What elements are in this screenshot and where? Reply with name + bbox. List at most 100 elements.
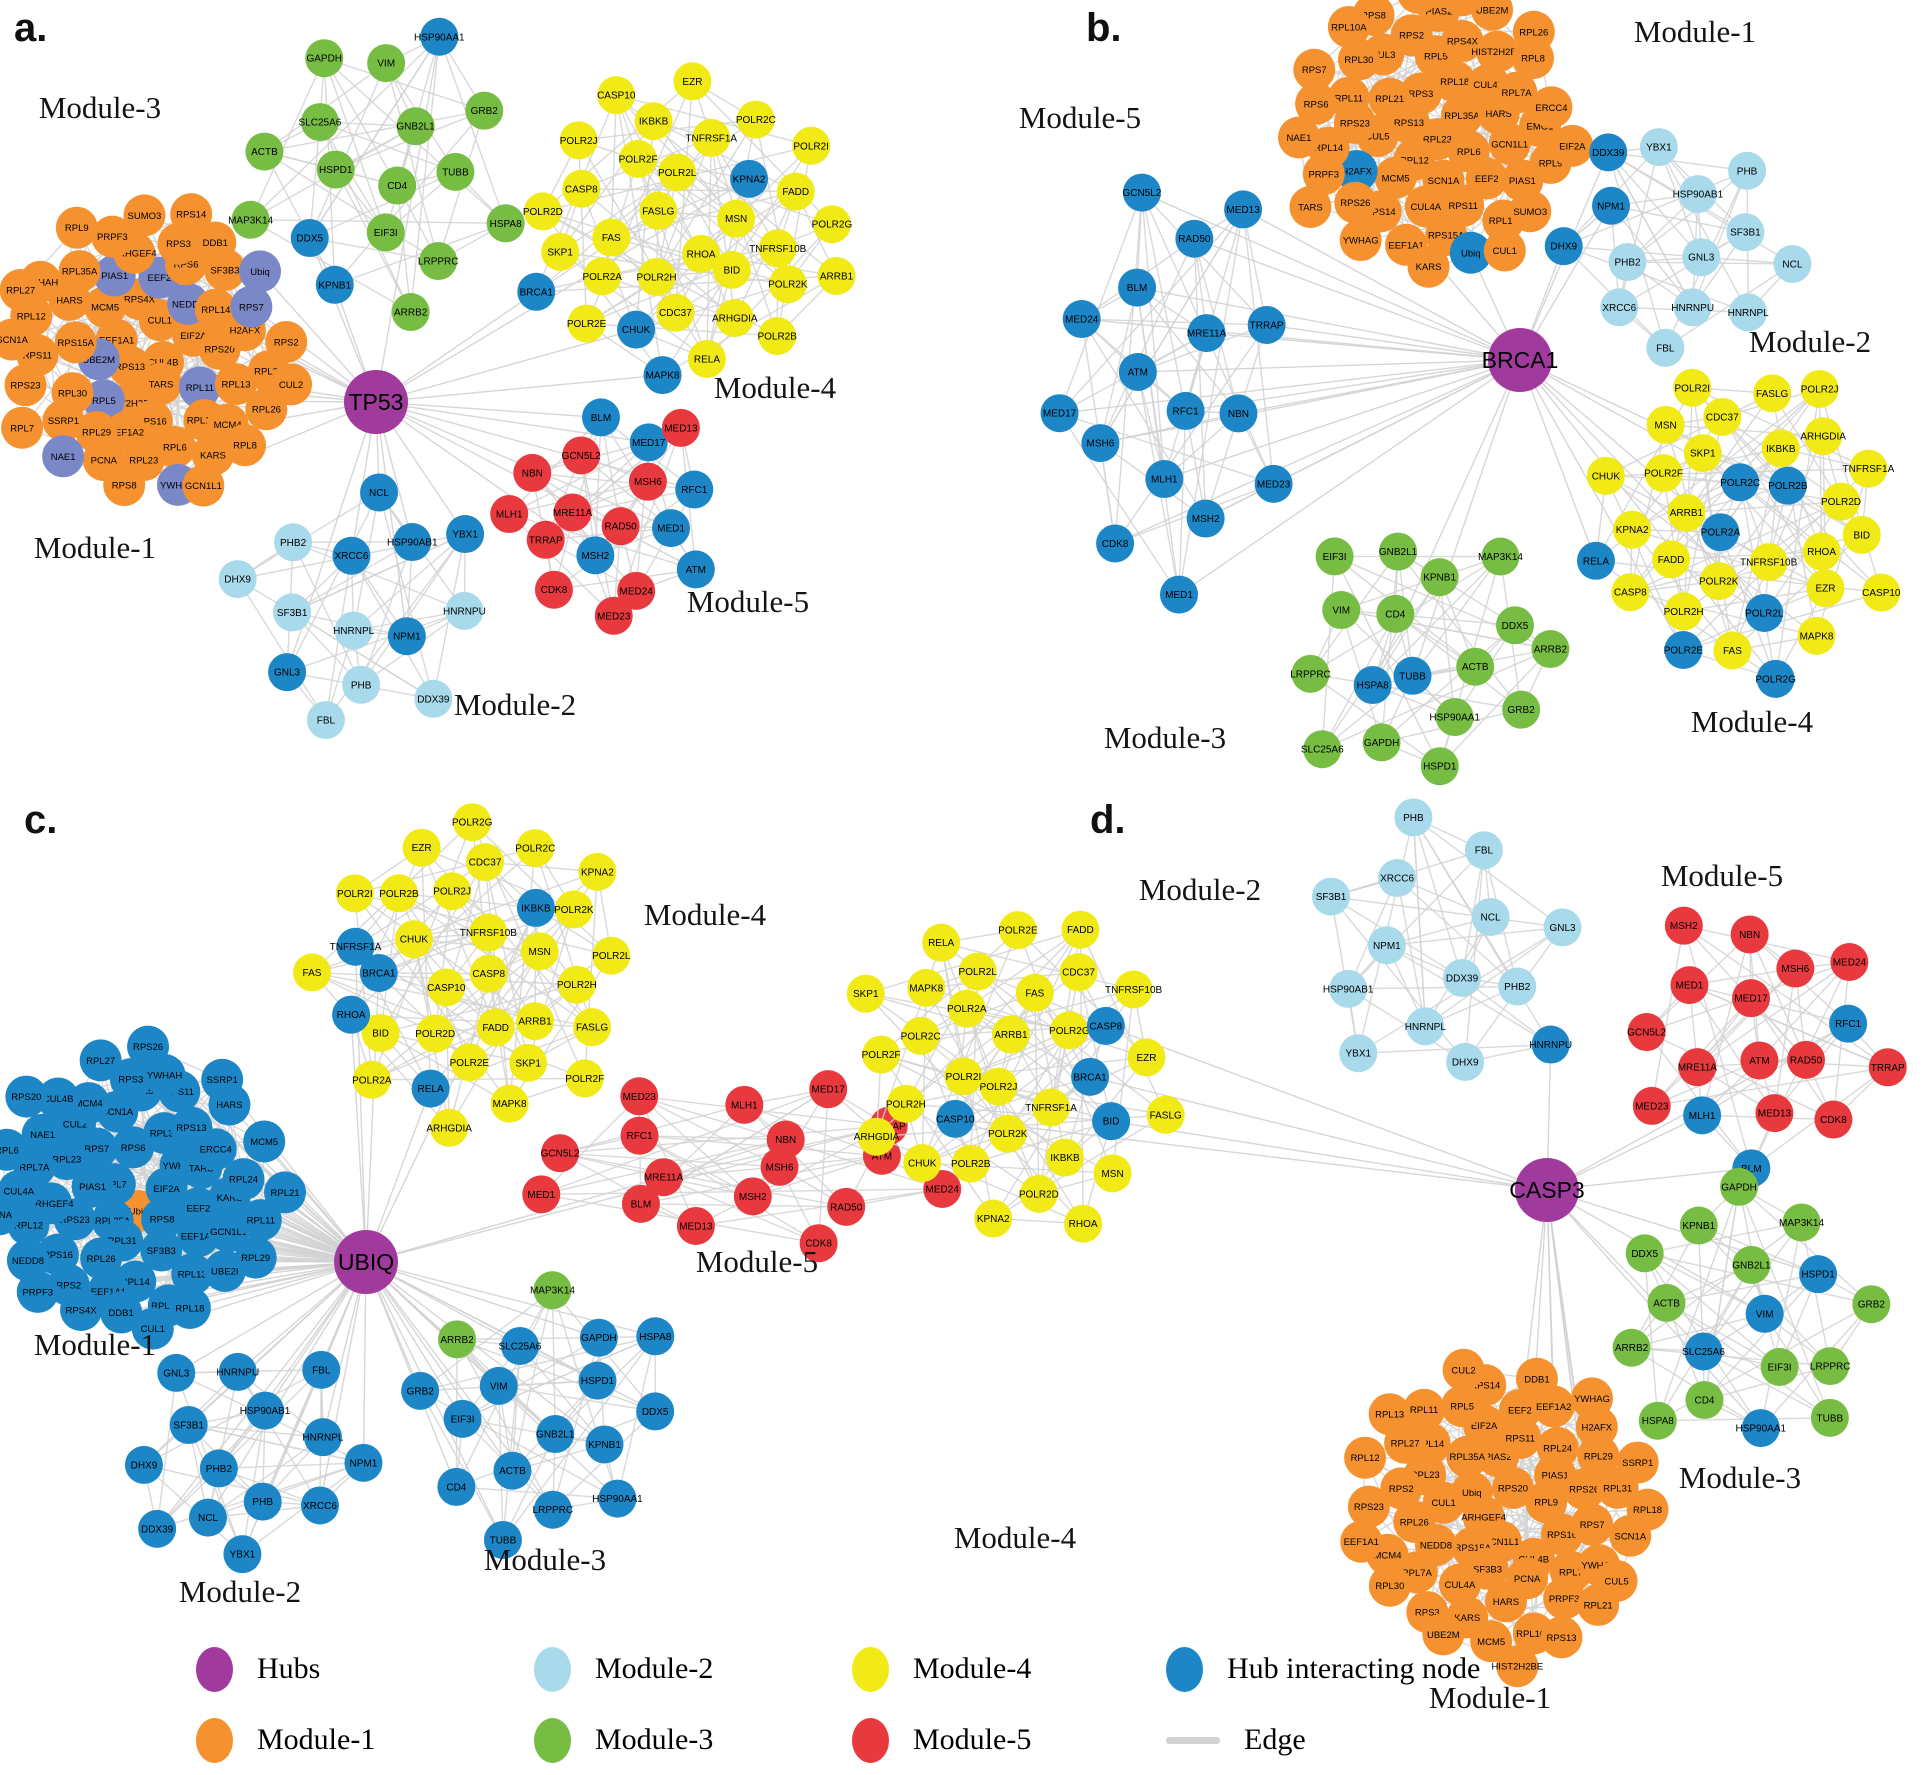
gene-node: [715, 299, 754, 338]
gene-node: [465, 843, 504, 882]
gene-label: POLR2D: [523, 207, 563, 218]
gene-label: EEF2: [186, 1204, 210, 1215]
gene-node: [768, 265, 807, 304]
gene-node: [1509, 190, 1552, 233]
hub-spoke: [218, 1261, 367, 1469]
gene-node: [1745, 593, 1784, 632]
gene-label: BLM: [1127, 283, 1148, 294]
gene-node: [194, 221, 237, 264]
gene-label: XRCC6: [334, 551, 368, 562]
gene-label: RPL29: [82, 428, 111, 439]
gene-node: [526, 520, 565, 559]
gene-label: CASP8: [565, 184, 598, 195]
gene-label: TNFRSF10B: [749, 244, 807, 255]
edge: [653, 120, 797, 193]
gene-label: PIAS2: [1485, 1452, 1512, 1463]
gene-label: RPS26: [1569, 1484, 1599, 1495]
gene-node: [273, 593, 312, 632]
gene-label: CUL4A: [1410, 202, 1441, 213]
gene-node: [1378, 859, 1417, 898]
gene-node: [1720, 1167, 1759, 1206]
gene-label: YWHAG: [1343, 236, 1379, 247]
gene-label: MED13: [664, 423, 698, 434]
gene-label: POLR2I: [793, 141, 829, 152]
gene-node: [245, 132, 284, 171]
edge: [1646, 1031, 1834, 1121]
labels-panel-b: Module-1 Module-2 Module-4 Module-5 Module-3…: [1019, 14, 1871, 755]
gene-label: SSRP1: [48, 416, 79, 427]
gene-label: RPL21: [1584, 1600, 1613, 1611]
edge: [1242, 209, 1268, 326]
gene-node: [1673, 288, 1712, 327]
hub-spoke: [362, 1261, 367, 1463]
gene-label: FASLG: [642, 206, 674, 217]
gene-label: IKBKB: [521, 903, 551, 914]
gene-node: [188, 1498, 227, 1537]
gene-node: [1683, 1096, 1722, 1135]
panel-letter-a: a.: [14, 6, 48, 50]
gene-node: [1726, 213, 1765, 252]
gene-label: CDC37: [1062, 968, 1095, 979]
edge: [639, 1134, 786, 1141]
gene-label: RPL8: [1521, 54, 1545, 65]
edge: [311, 931, 489, 974]
edge: [905, 1103, 1112, 1122]
gene-node: [316, 150, 355, 189]
gene-node: [157, 1353, 196, 1392]
edge: [1077, 972, 1112, 1122]
hub-spoke: [365, 1176, 664, 1263]
gene-label: ATM: [686, 565, 706, 576]
gene-node: [592, 936, 631, 975]
gene-label: MSH2: [581, 551, 609, 562]
gene-node: [1471, 0, 1514, 31]
gene-label: CUL5: [1365, 132, 1389, 143]
gene-label: MRE11A: [553, 508, 593, 519]
gene-node: [1394, 798, 1433, 837]
gene-label: EIF3I: [451, 1414, 475, 1425]
gene-label: BLM: [1741, 1164, 1762, 1175]
gene-node: [1713, 631, 1752, 670]
gene-label: EZR: [412, 843, 432, 854]
gene-label: EZR: [682, 77, 702, 88]
gene-node: [1422, 1613, 1465, 1656]
gene-node: [1393, 656, 1432, 695]
edge: [323, 57, 398, 186]
hub-spoke: [1137, 359, 1521, 373]
gene-label: ARRB1: [994, 1030, 1028, 1041]
gene-label: HSP90AB1: [1323, 984, 1374, 995]
gene-node: [58, 250, 101, 293]
gene-label: EEF1A2: [1536, 1402, 1571, 1413]
edge: [1099, 287, 1138, 444]
gene-label: PHB2: [206, 1464, 233, 1475]
gene-node: [430, 1108, 469, 1147]
gene-label: RFC1: [626, 1131, 653, 1142]
edge: [1439, 648, 1551, 767]
gene-node: [127, 1025, 170, 1068]
gene-label: SLC25A6: [1301, 745, 1344, 756]
gene-label: YBX1: [1345, 1049, 1371, 1060]
gene-label: RPS3: [118, 1075, 143, 1086]
module-label: Module-3: [39, 90, 161, 125]
gene-label: POLR2A: [582, 272, 622, 283]
edge: [1608, 151, 1748, 172]
gene-label: RPL14: [201, 305, 230, 316]
gene-node: [37, 1077, 80, 1120]
gene-node: [1806, 569, 1845, 608]
gene-node: [1406, 1007, 1445, 1046]
gene-label: POLR2K: [554, 905, 594, 916]
gene-node: [361, 1014, 400, 1053]
gene-node: [476, 1008, 515, 1047]
gene-label: RPL13: [1375, 1410, 1404, 1421]
gene-label: GCN5L2: [541, 1149, 580, 1160]
gene-label: GCN1L1: [1482, 1537, 1519, 1548]
gene-label: CDC37: [1706, 412, 1739, 423]
edge: [456, 1339, 554, 1511]
gene-label: POLR2F: [862, 1050, 901, 1061]
edge: [616, 1336, 656, 1499]
gene-node: [812, 205, 851, 244]
gene-label: MED17: [1043, 409, 1077, 420]
gene-node: [1329, 969, 1368, 1008]
gene-label: CD4: [1385, 609, 1405, 620]
gene-node: [182, 464, 225, 507]
gene-node: [974, 1199, 1013, 1238]
